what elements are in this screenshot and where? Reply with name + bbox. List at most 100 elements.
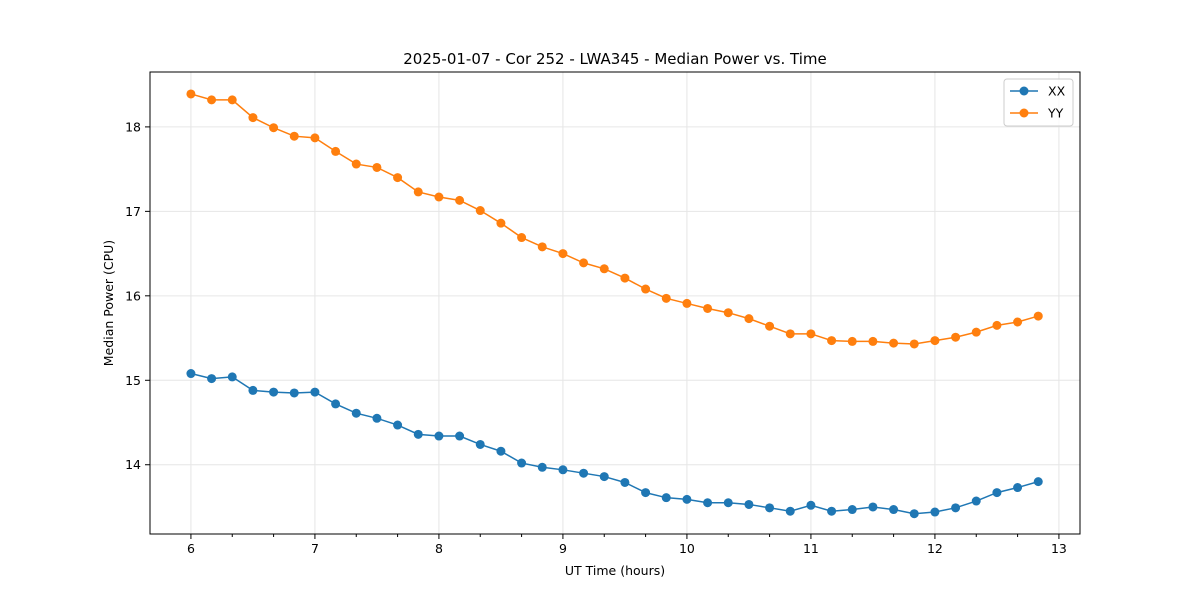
- data-point-xx: [868, 502, 878, 512]
- data-point-xx: [744, 499, 754, 509]
- x-tick-label: 8: [435, 541, 443, 556]
- data-point-xx: [723, 498, 733, 508]
- y-axis-label: Median Power (CPU): [101, 240, 116, 366]
- data-point-yy: [868, 336, 878, 346]
- data-point-yy: [537, 242, 547, 252]
- data-point-yy: [682, 298, 692, 308]
- data-point-yy: [765, 321, 775, 331]
- y-tick-label: 15: [125, 373, 141, 388]
- y-tick-label: 17: [125, 204, 141, 219]
- data-point-yy: [909, 339, 919, 349]
- x-tick-label: 11: [803, 541, 819, 556]
- data-point-yy: [372, 162, 382, 172]
- data-point-yy: [517, 233, 527, 243]
- data-point-yy: [351, 159, 361, 169]
- y-tick-label: 18: [125, 119, 141, 134]
- data-point-yy: [641, 284, 651, 294]
- data-point-xx: [455, 431, 465, 441]
- data-point-xx: [434, 431, 444, 441]
- data-point-yy: [785, 329, 795, 339]
- x-tick-label: 13: [1051, 541, 1067, 556]
- data-point-xx: [289, 388, 299, 398]
- data-point-yy: [413, 187, 423, 197]
- data-point-xx: [992, 488, 1002, 498]
- data-point-yy: [207, 95, 217, 105]
- legend-label-xx: XX: [1048, 84, 1066, 99]
- data-point-yy: [620, 273, 630, 283]
- data-point-yy: [331, 146, 341, 156]
- x-tick-label: 12: [927, 541, 943, 556]
- data-point-xx: [186, 369, 196, 379]
- data-point-xx: [951, 503, 961, 513]
- data-point-yy: [248, 113, 258, 123]
- x-tick-label: 10: [679, 541, 695, 556]
- data-point-yy: [475, 206, 485, 216]
- data-point-xx: [971, 496, 981, 506]
- data-point-xx: [207, 374, 217, 384]
- data-point-xx: [847, 505, 857, 515]
- data-point-yy: [723, 308, 733, 318]
- data-point-xx: [269, 387, 279, 397]
- data-point-xx: [785, 506, 795, 516]
- data-point-xx: [641, 488, 651, 498]
- data-point-yy: [930, 336, 940, 346]
- data-point-xx: [682, 494, 692, 504]
- legend: XX YY: [1003, 78, 1074, 127]
- data-point-yy: [806, 329, 816, 339]
- y-axis-ticks: 14 15 16 17 18: [125, 119, 150, 472]
- data-point-yy: [1013, 317, 1023, 327]
- data-point-xx: [1013, 483, 1023, 493]
- data-point-yy: [455, 195, 465, 205]
- data-point-yy: [227, 95, 237, 105]
- data-point-yy: [186, 89, 196, 99]
- chart-title: 2025-01-07 - Cor 252 - LWA345 - Median P…: [403, 50, 827, 68]
- data-point-xx: [310, 387, 320, 397]
- data-point-yy: [393, 173, 403, 183]
- x-axis-label: UT Time (hours): [565, 563, 665, 578]
- data-point-xx: [827, 506, 837, 516]
- legend-label-yy: YY: [1047, 106, 1064, 121]
- data-point-yy: [744, 314, 754, 324]
- data-point-xx: [496, 446, 506, 456]
- y-tick-label: 14: [125, 457, 141, 472]
- x-tick-label: 7: [311, 541, 319, 556]
- grid-layer: [150, 72, 1080, 534]
- data-point-yy: [889, 338, 899, 348]
- data-point-xx: [909, 509, 919, 519]
- data-point-xx: [930, 507, 940, 517]
- series-layer: [186, 89, 1043, 519]
- data-point-xx: [703, 498, 713, 508]
- data-point-yy: [703, 303, 713, 313]
- data-point-yy: [496, 218, 506, 228]
- data-point-yy: [434, 192, 444, 202]
- data-point-yy: [599, 264, 609, 274]
- data-point-xx: [475, 439, 485, 449]
- data-point-xx: [413, 429, 423, 439]
- legend-items: XX YY: [1010, 84, 1066, 121]
- x-axis-ticks: 6 7 8 9 10 11 12 13: [187, 534, 1067, 556]
- data-point-yy: [558, 249, 568, 259]
- data-point-xx: [331, 399, 341, 409]
- x-tick-label: 9: [559, 541, 567, 556]
- data-point-yy: [827, 336, 837, 346]
- data-point-xx: [248, 385, 258, 395]
- data-point-xx: [517, 458, 527, 468]
- data-point-yy: [971, 327, 981, 337]
- data-point-yy: [579, 258, 589, 268]
- y-tick-label: 16: [125, 288, 141, 303]
- data-point-xx: [579, 468, 589, 478]
- data-point-xx: [765, 503, 775, 513]
- data-point-yy: [1033, 311, 1043, 321]
- data-point-xx: [227, 372, 237, 382]
- data-point-xx: [372, 413, 382, 423]
- plot-frame: [149, 71, 1081, 535]
- data-point-xx: [393, 420, 403, 430]
- data-point-yy: [269, 123, 279, 133]
- data-point-xx: [661, 493, 671, 503]
- data-point-xx: [351, 408, 361, 418]
- data-point-yy: [992, 320, 1002, 330]
- data-point-xx: [537, 462, 547, 472]
- data-point-xx: [558, 465, 568, 475]
